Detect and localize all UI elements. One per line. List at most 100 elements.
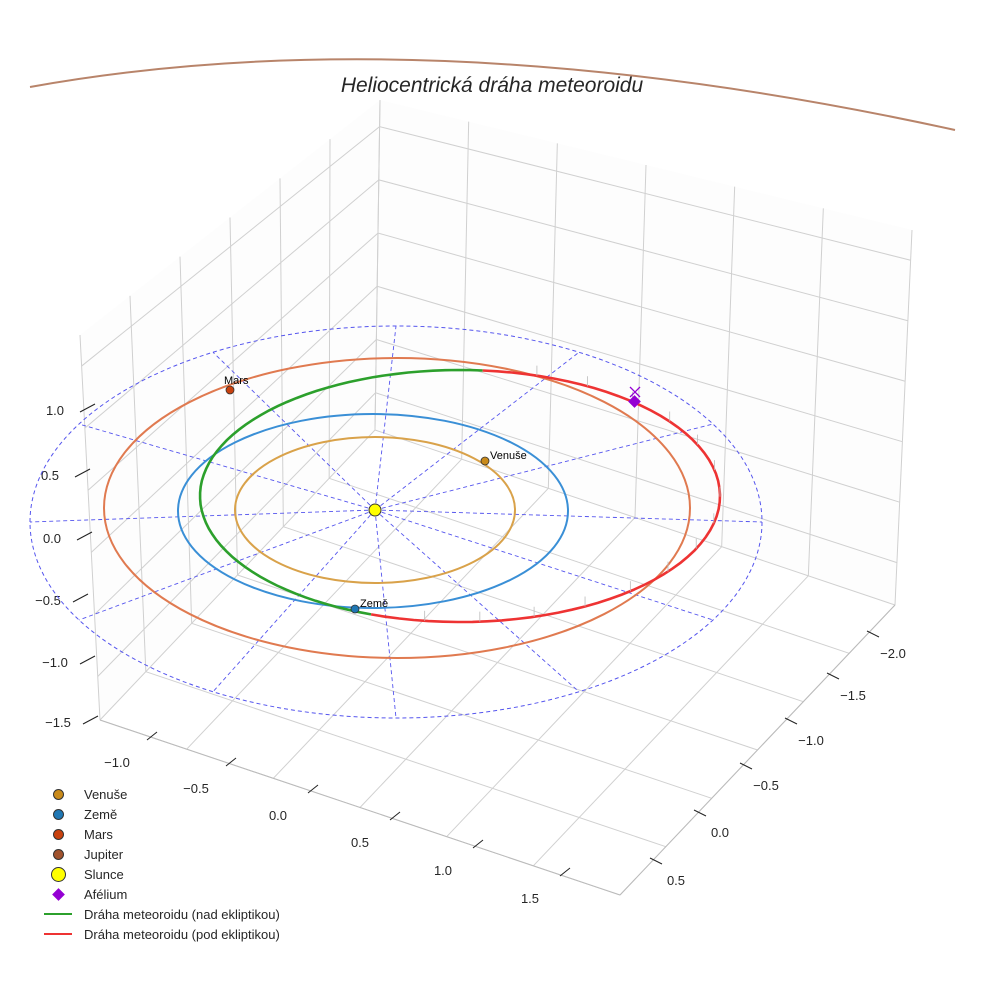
- z-tick: [72, 593, 89, 603]
- z-tick: [79, 655, 96, 665]
- gridline: [87, 232, 379, 491]
- z-tick-label: −0.5: [35, 593, 61, 608]
- y-tick: [649, 857, 663, 865]
- jupiter-marker-icon: [52, 848, 64, 860]
- earth-marker-icon: [52, 808, 64, 820]
- y-tick: [739, 762, 753, 770]
- x-axis-line: [99, 719, 621, 896]
- sun-marker: [368, 503, 382, 517]
- red-line-icon: [44, 933, 72, 935]
- gridline: [179, 256, 193, 624]
- legend-item-afelium: Afélium: [38, 884, 280, 904]
- ecliptic-radial-line: [374, 509, 763, 523]
- legend-label: Jupiter: [84, 846, 124, 862]
- y-tick: [693, 809, 707, 817]
- gridline: [894, 229, 913, 606]
- ecliptic-radial-line: [78, 423, 376, 511]
- z-tick-label: 0.0: [43, 531, 61, 546]
- gridline: [721, 186, 736, 547]
- x-tick-label: 0.0: [269, 808, 287, 823]
- ecliptic-radial-line: [212, 509, 376, 693]
- ecliptic-radial-line: [212, 351, 376, 511]
- gridline: [129, 295, 147, 672]
- legend-item-zeme: Země: [38, 804, 280, 824]
- legend-item-mars: Mars: [38, 824, 280, 844]
- x-tick: [225, 757, 237, 767]
- planet-label: Mars: [224, 375, 249, 387]
- legend-label: Afélium: [84, 886, 128, 902]
- y-axis-line: [619, 604, 896, 896]
- legend-label: Venuše: [84, 786, 128, 802]
- left-pane: [80, 100, 380, 720]
- z-tick-label: 1.0: [46, 403, 64, 418]
- meteoroid-orbit-above: [198, 368, 483, 616]
- x-tick-label: 1.5: [521, 891, 539, 906]
- gridline: [807, 208, 824, 576]
- z-tick: [76, 531, 93, 541]
- legend-label: Země: [84, 806, 118, 822]
- z-tick-label: −1.0: [42, 655, 68, 670]
- gridline: [374, 429, 896, 606]
- gridline: [81, 126, 380, 367]
- ecliptic-radial-line: [29, 509, 376, 523]
- gridline: [90, 285, 378, 553]
- legend-item-slunce: Slunce: [38, 864, 280, 884]
- legend-item-draha-nad: Dráha meteoroidu (nad ekliptikou): [38, 904, 280, 924]
- y-tick: [826, 672, 840, 680]
- x-tick-label: −0.5: [183, 781, 209, 796]
- legend-label: Mars: [84, 826, 113, 842]
- gridline: [329, 477, 850, 654]
- z-tick: [82, 715, 99, 725]
- planet-label: Země: [360, 598, 388, 610]
- y-tick-label: 0.5: [667, 873, 685, 888]
- gridline: [378, 179, 909, 322]
- y-tick: [866, 630, 880, 638]
- gridline: [279, 178, 284, 527]
- meteoroid-orbit-below: [370, 369, 722, 624]
- gridline: [84, 179, 380, 429]
- y-tick-label: −2.0: [880, 646, 906, 661]
- ecliptic-radial-line: [374, 351, 580, 511]
- x-tick: [559, 867, 571, 877]
- ecliptic-radial-line: [374, 509, 397, 719]
- legend-label: Slunce: [84, 866, 124, 882]
- orbit-Země: [177, 413, 569, 609]
- y-tick-label: 0.0: [711, 825, 729, 840]
- gridline: [379, 126, 911, 261]
- ecliptic-radial-line: [374, 325, 397, 511]
- gridline: [374, 99, 381, 431]
- x-tick: [307, 784, 319, 794]
- gridline: [375, 392, 898, 564]
- planet-label: Venuše: [490, 450, 527, 462]
- z-tick: [74, 468, 91, 478]
- gridline: [376, 339, 900, 503]
- x-tick-label: −1.0: [104, 755, 130, 770]
- aphelion-x-marker: [629, 386, 641, 398]
- x-tick: [146, 731, 158, 741]
- ecliptic-radial-line: [78, 509, 376, 621]
- x-tick: [389, 811, 401, 821]
- legend: Venuše Země Mars Jupiter Slunce Afélium …: [38, 784, 280, 944]
- x-tick-label: 0.5: [351, 835, 369, 850]
- gridline: [377, 285, 903, 443]
- diamond-marker-icon: [51, 887, 65, 901]
- orbit-Mars: [103, 357, 691, 659]
- y-tick-label: −1.0: [798, 733, 824, 748]
- legend-label: Dráha meteoroidu (pod ekliptikou): [84, 926, 280, 942]
- ecliptic-radial-line: [374, 509, 580, 693]
- legend-item-draha-pod: Dráha meteoroidu (pod ekliptikou): [38, 924, 280, 944]
- z-tick: [79, 403, 96, 413]
- planet-marker-Mars: [225, 385, 235, 395]
- z-tick-label: −1.5: [45, 715, 71, 730]
- y-tick-label: −0.5: [753, 778, 779, 793]
- mars-marker-icon: [52, 828, 64, 840]
- chart-title: Heliocentrická dráha meteoroidu: [340, 74, 644, 97]
- gridline: [79, 334, 101, 721]
- planet-marker-Venuše: [480, 456, 490, 466]
- gridline: [377, 232, 906, 382]
- planet-marker-Země: [350, 604, 360, 614]
- legend-item-jupiter: Jupiter: [38, 844, 280, 864]
- orbit-Jupiter: [29, 58, 956, 131]
- gridline: [634, 164, 647, 518]
- x-tick-label: 1.0: [434, 863, 452, 878]
